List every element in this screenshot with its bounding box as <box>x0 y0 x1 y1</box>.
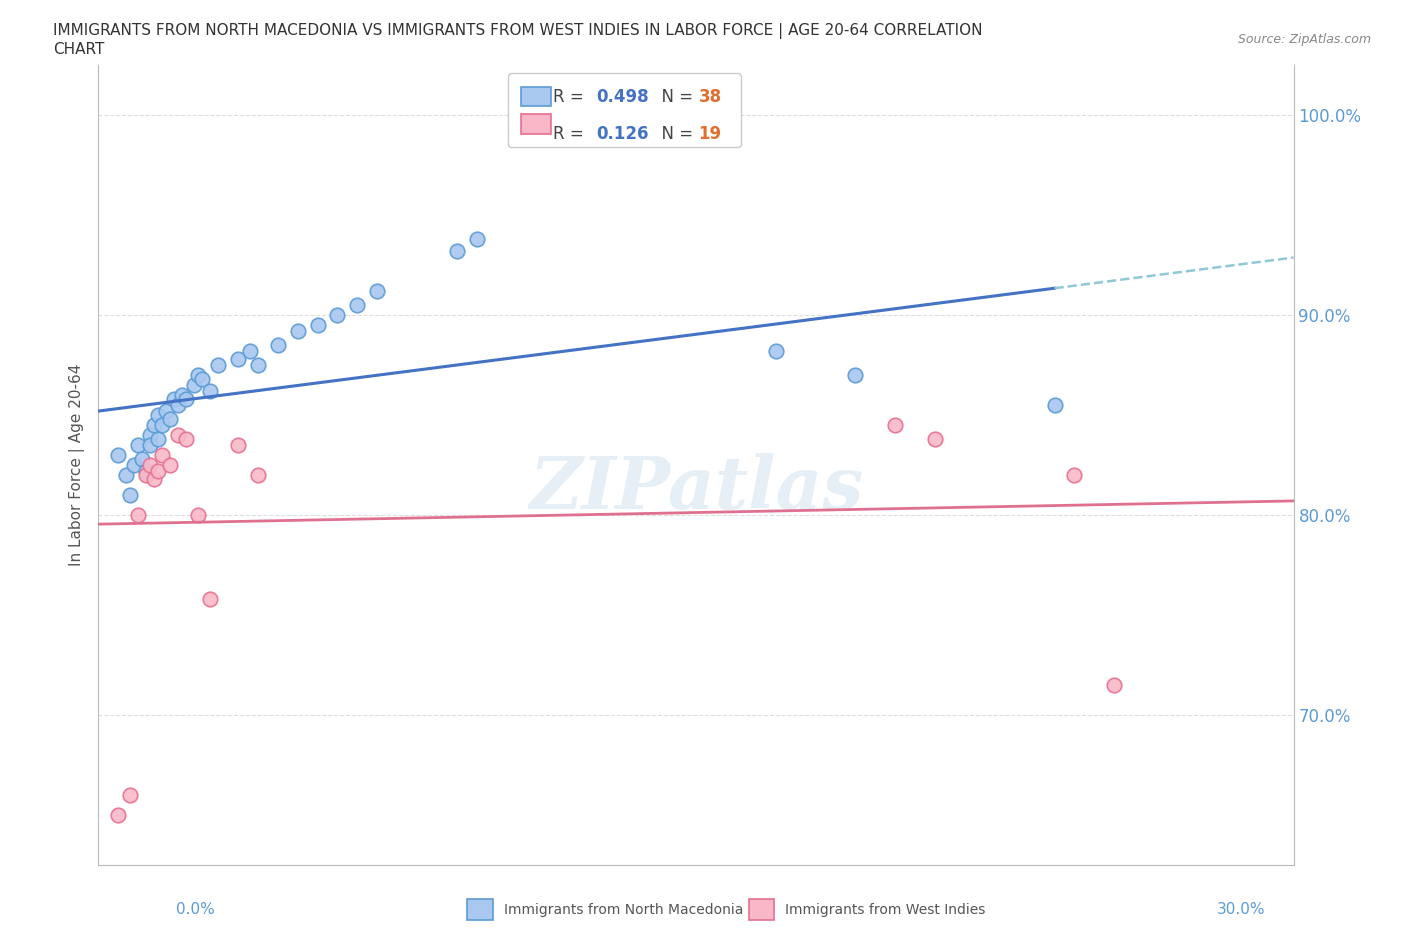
Point <box>107 807 129 822</box>
Point <box>246 357 269 372</box>
Point <box>844 367 866 382</box>
Point <box>131 452 153 467</box>
Point <box>107 447 129 462</box>
Point <box>159 458 181 472</box>
Text: Immigrants from West Indies: Immigrants from West Indies <box>785 902 986 917</box>
Legend: R =  0.498   N = 38, R =  0.126   N = 19: R = 0.498 N = 38, R = 0.126 N = 19 <box>508 73 741 147</box>
Point <box>198 591 221 606</box>
Point <box>172 388 194 403</box>
Point <box>159 412 181 427</box>
Point <box>139 458 162 472</box>
Text: 0.498: 0.498 <box>596 88 648 106</box>
Point <box>884 418 907 432</box>
Point <box>139 428 162 443</box>
Text: R =: R = <box>553 125 589 142</box>
Point <box>198 383 221 398</box>
Text: 38: 38 <box>699 88 721 106</box>
Point <box>191 372 214 387</box>
Point <box>207 357 229 372</box>
Point <box>124 458 146 472</box>
Point <box>148 432 170 446</box>
Point <box>148 463 170 478</box>
Text: Source: ZipAtlas.com: Source: ZipAtlas.com <box>1237 33 1371 46</box>
Point <box>143 472 166 486</box>
Point <box>765 343 787 358</box>
Point <box>446 244 468 259</box>
Point <box>135 463 157 478</box>
Point <box>127 508 149 523</box>
Point <box>1063 468 1085 483</box>
Point <box>187 367 209 382</box>
Point <box>246 468 269 483</box>
Point <box>150 447 173 462</box>
Point <box>346 298 368 312</box>
Text: R =: R = <box>553 88 589 106</box>
Point <box>267 338 290 352</box>
Text: N =: N = <box>651 88 699 106</box>
Text: N =: N = <box>651 125 699 142</box>
Point <box>307 317 329 332</box>
Point <box>187 508 209 523</box>
Point <box>135 468 157 483</box>
Text: 0.126: 0.126 <box>596 125 648 142</box>
Point <box>183 378 205 392</box>
Text: ZIPatlas: ZIPatlas <box>529 454 863 525</box>
Point <box>120 487 142 502</box>
Point <box>1043 398 1066 413</box>
Point <box>226 437 249 452</box>
Point <box>287 324 309 339</box>
Point <box>174 392 197 406</box>
Point <box>167 398 190 413</box>
Point <box>1104 677 1126 692</box>
Point <box>226 352 249 366</box>
Point <box>924 432 946 446</box>
Text: 0.0%: 0.0% <box>176 902 215 917</box>
Point <box>174 432 197 446</box>
Text: CHART: CHART <box>53 42 105 57</box>
Point <box>167 428 190 443</box>
Point <box>143 418 166 432</box>
Point <box>155 404 177 418</box>
Point <box>239 343 262 358</box>
Text: 19: 19 <box>699 125 721 142</box>
Text: 30.0%: 30.0% <box>1218 902 1265 917</box>
Text: Immigrants from North Macedonia: Immigrants from North Macedonia <box>503 902 744 917</box>
Y-axis label: In Labor Force | Age 20-64: In Labor Force | Age 20-64 <box>69 364 84 566</box>
Text: IMMIGRANTS FROM NORTH MACEDONIA VS IMMIGRANTS FROM WEST INDIES IN LABOR FORCE | : IMMIGRANTS FROM NORTH MACEDONIA VS IMMIG… <box>53 23 983 39</box>
Point <box>139 437 162 452</box>
Point <box>148 407 170 422</box>
Point <box>163 392 186 406</box>
Point <box>366 284 388 299</box>
Point <box>326 308 349 323</box>
Point <box>120 788 142 803</box>
Point <box>465 232 488 246</box>
Point <box>115 468 138 483</box>
Point <box>150 418 173 432</box>
Point <box>127 437 149 452</box>
